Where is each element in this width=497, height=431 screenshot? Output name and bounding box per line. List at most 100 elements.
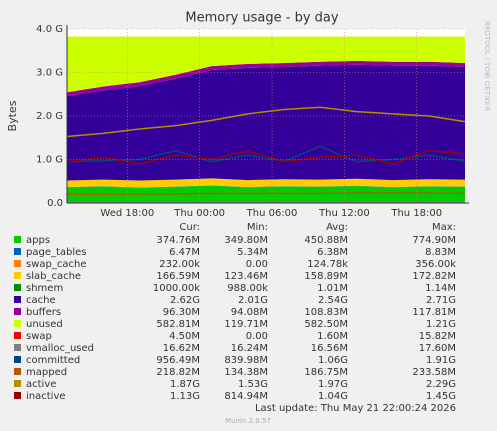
legend-value: 0.00 (246, 259, 268, 270)
legend-value: 814.94M (224, 391, 268, 402)
legend-value: 988.00k (227, 283, 268, 294)
x-tick-label: Thu 00:00 (173, 208, 225, 219)
legend-swatch (14, 284, 21, 291)
legend-swatch (14, 332, 21, 339)
watermark: RRDTOOL / TOBI OETIKER (483, 21, 491, 111)
legend-label: page_tables (26, 247, 87, 258)
legend-swatch (14, 272, 21, 279)
legend-value: 15.82M (419, 331, 456, 342)
area (67, 185, 465, 203)
legend-swatch (14, 236, 21, 243)
legend-value: 108.83M (304, 307, 348, 318)
legend-value: 2.71G (426, 295, 456, 306)
chart-title: Memory usage - by day (185, 11, 338, 26)
legend-value: 2.54G (318, 295, 348, 306)
area (67, 64, 465, 181)
legend-swatch (14, 344, 21, 351)
legend-value: 123.46M (224, 271, 268, 282)
legend-label: swap_cache (26, 259, 86, 270)
legend-value: 0.00 (246, 331, 268, 342)
legend-value: 218.82M (156, 367, 200, 378)
legend-value: 232.00k (159, 259, 200, 270)
legend-value: 2.29G (426, 379, 456, 390)
y-tick-label: 0.0 (47, 198, 63, 209)
legend-header: Avg: (326, 222, 348, 233)
legend-value: 96.30M (163, 307, 200, 318)
x-tick-label: Wed 18:00 (100, 208, 154, 219)
legend-label: vmalloc_used (26, 343, 94, 354)
legend-value: 134.38M (224, 367, 268, 378)
legend-value: 1.45G (426, 391, 456, 402)
legend-label: cache (26, 295, 56, 306)
legend-value: 1.01M (317, 283, 348, 294)
legend-value: 1.14M (425, 283, 456, 294)
legend-swatch (14, 248, 21, 255)
legend-label: buffers (26, 307, 61, 318)
footer: Munin 2.0.57 (225, 417, 271, 425)
legend-value: 6.38M (317, 247, 348, 258)
area (67, 36, 465, 93)
legend-label: swap (26, 331, 52, 342)
x-tick-label: Thu 18:00 (390, 208, 442, 219)
legend-value: 450.88M (304, 235, 348, 246)
legend-swatch (14, 296, 21, 303)
legend-value: 16.62M (163, 343, 200, 354)
legend-swatch (14, 392, 21, 399)
legend-label: unused (26, 319, 63, 330)
legend-value: 233.58M (412, 367, 456, 378)
legend-label: active (26, 379, 56, 390)
legend-value: 119.71M (224, 319, 268, 330)
legend-label: inactive (26, 391, 66, 402)
legend-value: 582.81M (156, 319, 200, 330)
legend-swatch (14, 320, 21, 327)
legend-value: 16.24M (231, 343, 268, 354)
legend-value: 166.59M (156, 271, 200, 282)
legend-header: Cur: (179, 222, 200, 233)
legend-value: 1.13G (170, 391, 200, 402)
y-tick-label: 4.0 G (36, 24, 63, 35)
legend-header: Min: (247, 222, 268, 233)
legend-value: 1.60M (317, 331, 348, 342)
legend-swatch (14, 356, 21, 363)
x-tick-label: Thu 12:00 (318, 208, 370, 219)
legend-value: 1.97G (318, 379, 348, 390)
legend-swatch (14, 308, 21, 315)
legend-label: shmem (26, 283, 63, 294)
legend-value: 117.81M (412, 307, 456, 318)
legend-value: 1.87G (170, 379, 200, 390)
line (66, 106, 466, 138)
legend-value: 1000.00k (153, 283, 200, 294)
y-axis-label: Bytes (6, 100, 19, 131)
legend-value: 356.00k (415, 259, 456, 270)
legend-swatch (14, 368, 21, 375)
legend-value: 1.53G (238, 379, 268, 390)
legend-value: 1.04G (318, 391, 348, 402)
legend-swatch (14, 380, 21, 387)
legend-value: 17.60M (419, 343, 456, 354)
legend-value: 374.76M (156, 235, 200, 246)
area (67, 60, 465, 97)
legend-label: committed (26, 355, 80, 366)
legend-value: 1.21G (426, 319, 456, 330)
area (67, 178, 465, 188)
line (66, 150, 466, 165)
legend-value: 1.06G (318, 355, 348, 366)
legend-value: 839.98M (224, 355, 268, 366)
legend-value: 8.83M (425, 247, 456, 258)
legend-value: 582.50M (304, 319, 348, 330)
legend-value: 172.82M (412, 271, 456, 282)
legend-value: 124.78k (307, 259, 348, 270)
legend-value: 774.90M (412, 235, 456, 246)
legend-swatch (14, 260, 21, 267)
y-tick-label: 2.0 G (36, 111, 63, 122)
legend-value: 4.50M (169, 331, 200, 342)
legend-value: 6.47M (169, 247, 200, 258)
legend-value: 16.56M (311, 343, 348, 354)
legend-value: 349.80M (224, 235, 268, 246)
y-tick-label: 1.0 G (36, 155, 63, 166)
legend-value: 2.62G (170, 295, 200, 306)
legend-value: 186.75M (304, 367, 348, 378)
legend-value: 94.08M (231, 307, 268, 318)
line (67, 192, 466, 196)
legend-value: 2.01G (238, 295, 268, 306)
